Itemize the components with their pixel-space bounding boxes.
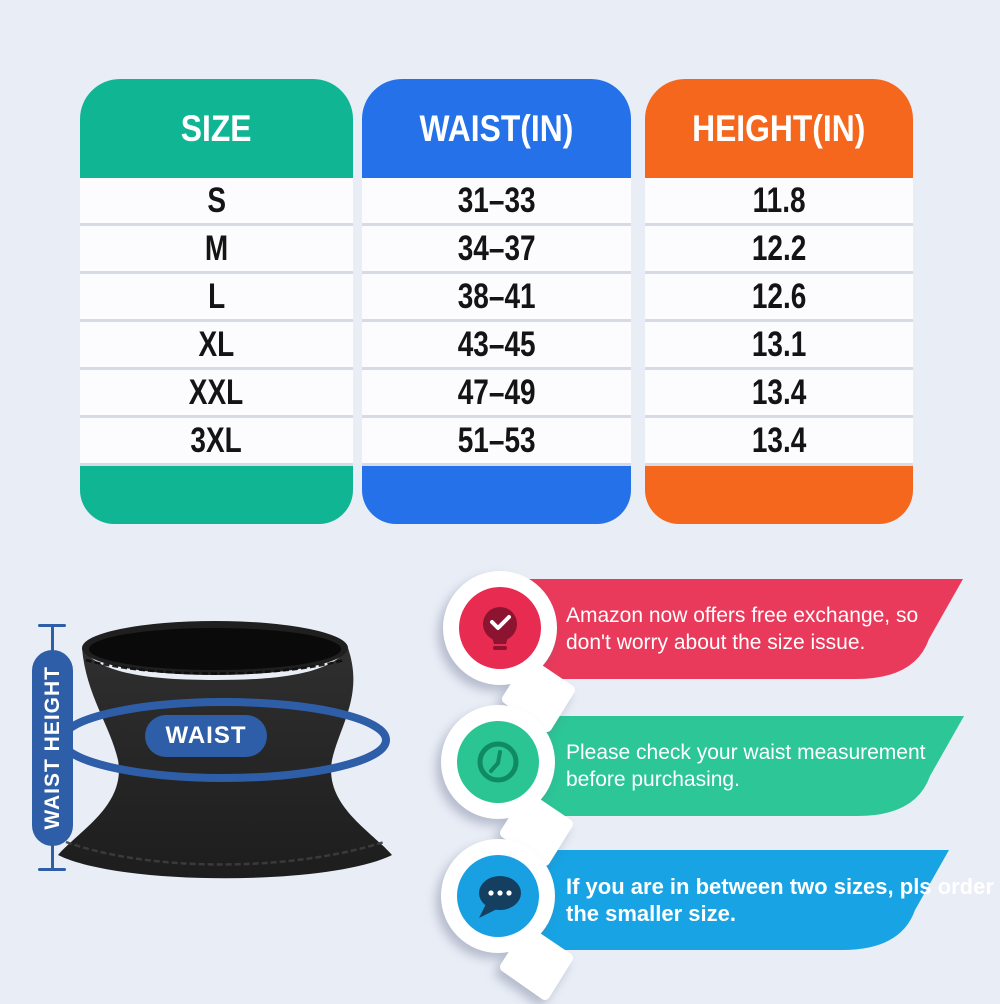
- waist-column: WAIST(IN) 31–33 34–37 38–41 43–45 47–49 …: [362, 79, 631, 524]
- table-cell-height: 13.1: [645, 322, 913, 370]
- callout-ribbon: [508, 850, 949, 950]
- lightbulb-check-icon: [443, 571, 575, 732]
- callout-ribbon: [508, 716, 964, 816]
- size-header-label: SIZE: [181, 107, 252, 149]
- waist-height-label: WAIST HEIGHT: [40, 666, 64, 830]
- table-cell-size: XL: [80, 322, 353, 370]
- measure-stem-top: [51, 626, 54, 652]
- table-cell-height: 11.8: [645, 178, 913, 226]
- table-cell-waist: 38–41: [362, 274, 631, 322]
- height-header-label: HEIGHT(IN): [692, 107, 866, 149]
- table-cell-waist: 51–53: [362, 418, 631, 466]
- callout-ribbon: [508, 579, 963, 679]
- table-cell-size: L: [80, 274, 353, 322]
- callout-measure-text: Please check your waist measurement befo…: [566, 741, 926, 791]
- table-cell-size: S: [80, 178, 353, 226]
- table-cell-height: 13.4: [645, 418, 913, 466]
- table-cell-height: 13.4: [645, 370, 913, 418]
- height-column: HEIGHT(IN) 11.8 12.2 12.6 13.1 13.4 13.4: [645, 79, 913, 524]
- size-column: SIZE S M L XL XXL 3XL: [80, 79, 353, 524]
- table-cell-waist: 31–33: [362, 178, 631, 226]
- table-cell-waist: 34–37: [362, 226, 631, 274]
- table-cell-height: 12.2: [645, 226, 913, 274]
- callout-between-sizes-text: If you are in between two sizes, pls ord…: [566, 874, 994, 926]
- height-column-footer: [645, 466, 913, 524]
- callout-exchange: Amazon now offers free exchange, so don'…: [508, 579, 978, 679]
- size-column-footer: [80, 466, 353, 524]
- callout-exchange-text: Amazon now offers free exchange, so don'…: [566, 604, 919, 654]
- waist-height-pill: WAIST HEIGHT: [32, 650, 73, 846]
- table-cell-size: M: [80, 226, 353, 274]
- waist-column-footer: [362, 466, 631, 524]
- waist-column-header: WAIST(IN): [362, 79, 631, 178]
- table-cell-waist: 47–49: [362, 370, 631, 418]
- measure-cap-bottom: [38, 868, 66, 871]
- callout-between-sizes: If you are in between two sizes, pls ord…: [508, 850, 994, 950]
- waist-label: WAIST: [165, 722, 247, 749]
- measure-stem-bottom: [51, 844, 54, 870]
- chat-bubble-icon: [441, 839, 573, 1000]
- callout-measure: Please check your waist measurement befo…: [508, 716, 978, 816]
- table-cell-size: XXL: [80, 370, 353, 418]
- size-column-header: SIZE: [80, 79, 353, 178]
- waist-trainer-illustration: [58, 621, 392, 879]
- table-cell-height: 12.6: [645, 274, 913, 322]
- waist-label-pill: WAIST: [145, 715, 267, 757]
- height-column-header: HEIGHT(IN): [645, 79, 913, 178]
- clock-icon: [441, 705, 573, 866]
- waist-header-label: WAIST(IN): [419, 107, 574, 149]
- measure-cap-top: [38, 624, 66, 627]
- table-cell-waist: 43–45: [362, 322, 631, 370]
- table-cell-size: 3XL: [80, 418, 353, 466]
